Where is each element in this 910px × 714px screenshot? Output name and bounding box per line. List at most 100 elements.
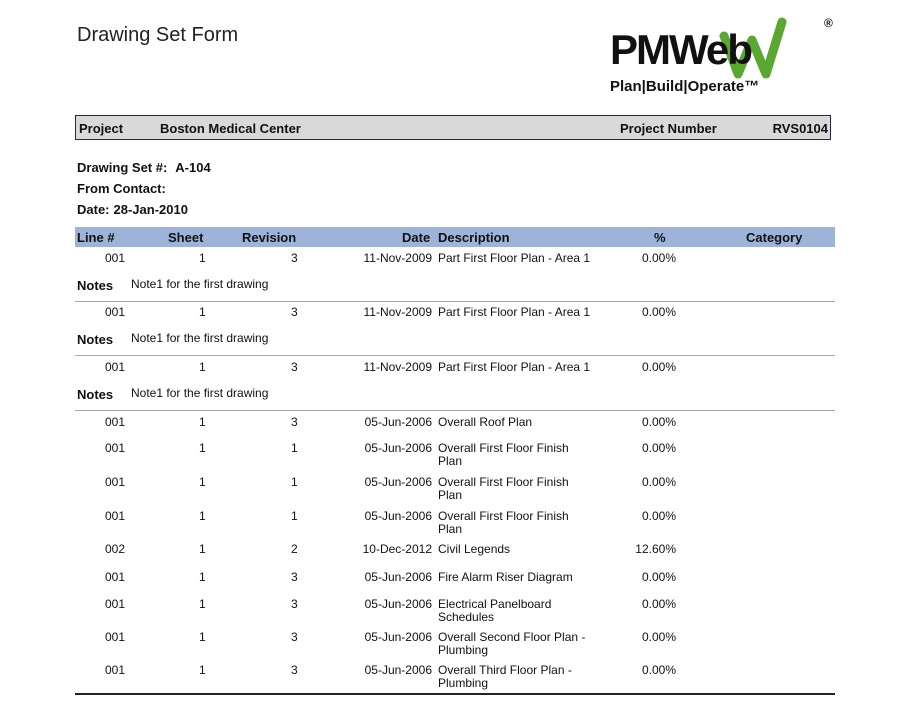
description-line: Overall First Floor Finish	[438, 475, 569, 489]
project-number-label: Project Number	[620, 121, 717, 136]
cell-percent: 0.00%	[641, 509, 676, 523]
description-line: Overall Second Floor Plan -	[438, 630, 586, 644]
notes-label: Notes	[77, 332, 114, 347]
cell-revision: 3	[291, 570, 298, 584]
cell-sheet: 1	[199, 570, 206, 584]
cell-sheet: 1	[199, 305, 206, 319]
cell-revision: 1	[291, 441, 298, 455]
row-separator	[75, 301, 835, 302]
cell-revision: 3	[291, 360, 298, 374]
description-line: Overall First Floor Finish	[438, 441, 569, 455]
cell-description: Overall Roof Plan	[438, 416, 608, 429]
cell-date: 11-Nov-2009	[363, 251, 432, 265]
cell-percent: 0.00%	[641, 305, 676, 319]
notes-text: Note1 for the first drawing	[131, 331, 269, 345]
cell-sheet: 1	[199, 441, 206, 455]
cell-date: 11-Nov-2009	[363, 360, 432, 374]
cell-revision: 3	[291, 663, 298, 677]
cell-sheet: 1	[199, 415, 206, 429]
cell-percent: 0.00%	[641, 360, 676, 374]
table-header: Line # Sheet Revision Date Description %…	[75, 227, 835, 247]
logo-swoosh-icon	[719, 17, 787, 79]
cell-description: Overall First Floor Finish Plan	[438, 476, 608, 502]
from-contact-label: From Contact:	[77, 181, 166, 196]
header-description: Description	[438, 230, 510, 245]
row-separator	[75, 355, 835, 356]
cell-date: 11-Nov-2009	[363, 305, 432, 319]
cell-date: 05-Jun-2006	[364, 630, 432, 644]
cell-sheet: 1	[199, 475, 206, 489]
description-line: Schedules	[438, 610, 495, 624]
cell-percent: 0.00%	[641, 663, 676, 677]
cell-line: 001	[105, 305, 126, 319]
drawing-set-row: Drawing Set #: A-104	[77, 160, 211, 175]
cell-sheet: 1	[199, 251, 206, 265]
header-percent: %	[654, 230, 666, 245]
drawing-set-value: A-104	[175, 160, 211, 175]
cell-line: 001	[105, 441, 126, 455]
cell-sheet: 1	[199, 597, 206, 611]
cell-line: 001	[105, 663, 126, 677]
header-line: Line #	[77, 230, 115, 245]
cell-revision: 3	[291, 415, 298, 429]
cell-date: 05-Jun-2006	[364, 475, 432, 489]
cell-date: 05-Jun-2006	[364, 509, 432, 523]
cell-line: 001	[105, 630, 126, 644]
cell-description: Overall First Floor Finish Plan	[438, 442, 608, 468]
cell-line: 001	[105, 509, 126, 523]
cell-revision: 2	[291, 542, 298, 556]
description-line: Plan	[438, 522, 463, 536]
pmweb-logo: PMWeb Plan|Build|Operate™ ®	[606, 16, 838, 100]
cell-revision: 1	[291, 509, 298, 523]
project-label: Project	[79, 121, 124, 136]
description-line: Overall First Floor Finish	[438, 509, 569, 523]
header-sheet: Sheet	[168, 230, 204, 245]
date-label: Date:	[77, 202, 110, 217]
cell-percent: 0.00%	[641, 570, 676, 584]
cell-description: Part First Floor Plan - Area 1	[438, 306, 608, 319]
form-title: Drawing Set Form	[77, 24, 239, 46]
header-revision: Revision	[242, 230, 297, 245]
cell-percent: 0.00%	[641, 597, 676, 611]
notes-text: Note1 for the first drawing	[131, 277, 269, 291]
cell-date: 05-Jun-2006	[364, 597, 432, 611]
description-line: Fire Alarm Riser Diagram	[438, 570, 573, 584]
registered-mark: ®	[824, 16, 833, 30]
cell-percent: 12.60%	[635, 542, 676, 556]
cell-percent: 0.00%	[641, 251, 676, 265]
cell-description: Overall First Floor Finish Plan	[438, 510, 608, 536]
notes-label: Notes	[77, 278, 114, 293]
cell-sheet: 1	[199, 509, 206, 523]
description-line: Overall Roof Plan	[438, 415, 533, 429]
description-line: Plumbing	[438, 643, 489, 657]
cell-description: Overall Second Floor Plan - Plumbing	[438, 631, 608, 657]
description-line: Part First Floor Plan - Area 1	[438, 251, 591, 265]
description-line: Part First Floor Plan - Area 1	[438, 360, 591, 374]
cell-sheet: 1	[199, 360, 206, 374]
cell-revision: 1	[291, 475, 298, 489]
cell-description: Part First Floor Plan - Area 1	[438, 252, 608, 265]
header-category: Category	[746, 230, 803, 245]
cell-revision: 3	[291, 630, 298, 644]
cell-percent: 0.00%	[641, 475, 676, 489]
cell-description: Part First Floor Plan - Area 1	[438, 361, 608, 374]
cell-sheet: 1	[199, 663, 206, 677]
project-name: Boston Medical Center	[160, 121, 301, 136]
description-line: Plan	[438, 454, 463, 468]
date-row: Date: 28-Jan-2010	[77, 202, 188, 217]
cell-description: Overall Third Floor Plan - Plumbing	[438, 664, 608, 690]
from-contact-row: From Contact:	[77, 181, 174, 196]
cell-sheet: 1	[199, 630, 206, 644]
cell-percent: 0.00%	[641, 630, 676, 644]
notes-text: Note1 for the first drawing	[131, 386, 269, 400]
date-value: 28-Jan-2010	[113, 202, 188, 217]
header-date: Date	[402, 230, 431, 245]
cell-sheet: 1	[199, 542, 206, 556]
cell-line: 001	[105, 475, 126, 489]
cell-description: Civil Legends	[438, 543, 608, 556]
project-number: RVS0104	[772, 121, 828, 136]
drawing-set-label: Drawing Set #:	[77, 160, 168, 175]
cell-date: 05-Jun-2006	[364, 663, 432, 677]
cell-line: 001	[105, 597, 126, 611]
cell-description: Electrical Panelboard Schedules	[438, 598, 608, 624]
